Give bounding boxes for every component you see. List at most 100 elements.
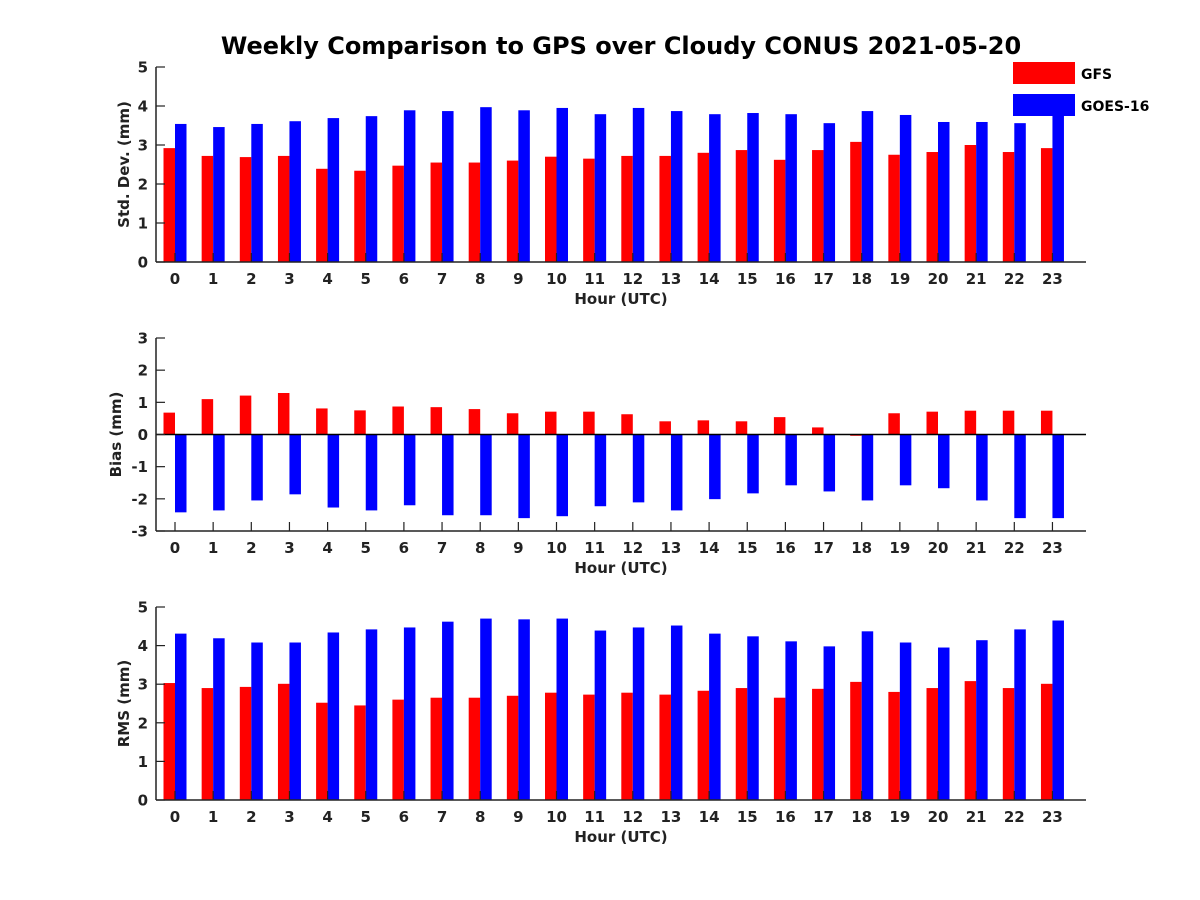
std-dev-bar-goes-16-9 [518, 110, 530, 262]
bias-bar-goes-16-18 [861, 434, 874, 501]
bias-bar-gfs-3 [277, 393, 290, 435]
bias-bar-gfs-14 [697, 420, 710, 435]
rms-bar-goes-16-8 [480, 618, 492, 800]
rms-xtick-label: 4 [322, 808, 332, 826]
std-dev-bar-gfs-0 [163, 148, 175, 262]
std-dev-xtick-label: 22 [1004, 270, 1025, 288]
rms-xtick-label: 14 [699, 808, 720, 826]
bias-xtick-label: 7 [437, 539, 447, 557]
rms-bar-gfs-12 [621, 692, 633, 800]
bias-xtick-label: 22 [1004, 539, 1025, 557]
std-dev-bar-gfs-2 [239, 157, 252, 262]
rms-bar-goes-16-23 [1052, 620, 1064, 800]
legend-label-gfs: GFS [1081, 67, 1112, 83]
std-dev-xtick-label: 0 [170, 270, 180, 288]
bias-bar-goes-16-22 [1014, 434, 1026, 519]
bias-bar-goes-16-17 [823, 434, 836, 492]
std-dev-xtick-label: 16 [775, 270, 796, 288]
std-dev-xtick-label: 18 [851, 270, 872, 288]
rms-bar-gfs-1 [201, 688, 214, 800]
bias-xtick-label: 19 [889, 539, 910, 557]
rms-xtick-label: 2 [246, 808, 256, 826]
std-dev-bar-gfs-14 [697, 152, 710, 262]
std-dev-ytick-label: 5 [138, 59, 148, 77]
rms-bar-goes-16-17 [823, 646, 836, 800]
bias-ytick-label: -2 [131, 490, 148, 508]
bias-bar-goes-16-7 [442, 434, 454, 516]
std-dev-bar-goes-16-7 [442, 111, 454, 262]
rms-bar-goes-16-0 [175, 633, 187, 800]
bias-ylabel: Bias (mm) [107, 392, 125, 478]
std-dev-ytick-label: 2 [138, 176, 148, 194]
std-dev-bar-goes-16-20 [938, 121, 950, 263]
rms-bar-goes-16-9 [518, 619, 530, 800]
std-dev-bar-gfs-3 [277, 155, 290, 262]
rms-bar-goes-16-13 [670, 625, 683, 800]
bias-bar-goes-16-14 [709, 434, 721, 500]
bias-bar-gfs-23 [1040, 410, 1053, 435]
rms-xtick-label: 0 [170, 808, 180, 826]
bias-xtick-label: 15 [737, 539, 758, 557]
std-dev-xtick-label: 11 [584, 270, 605, 288]
std-dev-xtick-label: 8 [475, 270, 485, 288]
bias-bar-goes-16-15 [747, 434, 759, 494]
rms-bar-gfs-15 [735, 688, 748, 800]
bias-bar-goes-16-5 [365, 434, 378, 511]
rms-xtick-label: 8 [475, 808, 485, 826]
rms-bar-gfs-4 [316, 702, 328, 800]
rms-bar-gfs-19 [888, 691, 900, 800]
std-dev-xtick-label: 10 [546, 270, 567, 288]
bias-bar-gfs-0 [163, 412, 175, 435]
bias-xtick-label: 11 [584, 539, 605, 557]
rms-bar-gfs-8 [468, 697, 481, 800]
rms-bar-goes-16-16 [785, 641, 797, 800]
rms-bar-goes-16-3 [289, 642, 301, 800]
rms-xtick-label: 1 [208, 808, 218, 826]
bias-ytick-label: 1 [138, 394, 148, 412]
rms-xtick-label: 3 [284, 808, 294, 826]
std-dev-bar-goes-16-16 [785, 114, 797, 262]
rms-xtick-label: 11 [584, 808, 605, 826]
rms-ytick-label: 2 [138, 714, 148, 732]
rms-bar-goes-16-2 [251, 642, 263, 800]
std-dev-xtick-label: 21 [966, 270, 987, 288]
rms-bar-gfs-6 [392, 699, 404, 800]
std-dev-bar-gfs-5 [354, 170, 366, 262]
rms-bar-gfs-20 [926, 688, 938, 800]
rms-bar-gfs-14 [697, 690, 710, 800]
std-dev-bar-gfs-1 [201, 155, 214, 262]
bias-bar-goes-16-20 [938, 434, 950, 489]
std-dev-bar-gfs-9 [506, 160, 519, 262]
std-dev-ytick-label: 1 [138, 215, 148, 233]
bias-bar-gfs-8 [468, 409, 481, 435]
std-dev-bar-goes-16-12 [632, 107, 645, 262]
rms-bar-gfs-5 [354, 705, 366, 800]
std-dev-bar-goes-16-0 [175, 123, 187, 262]
std-dev-bar-gfs-20 [926, 152, 938, 262]
rms-bar-goes-16-21 [976, 640, 988, 800]
rms-bar-goes-16-19 [899, 642, 912, 800]
bias-xtick-label: 23 [1042, 539, 1063, 557]
std-dev-xtick-label: 20 [928, 270, 949, 288]
bias-xtick-label: 20 [928, 539, 949, 557]
bias-bar-gfs-10 [545, 411, 557, 435]
std-dev-xtick-label: 2 [246, 270, 256, 288]
std-dev-bar-goes-16-17 [823, 123, 836, 262]
rms-bar-gfs-16 [773, 697, 786, 800]
std-dev-bar-gfs-15 [735, 150, 748, 262]
std-dev-bar-gfs-8 [468, 162, 481, 262]
std-dev-bar-goes-16-22 [1014, 123, 1026, 262]
std-dev-ytick-label: 3 [138, 137, 148, 155]
std-dev-series-goes-16 [175, 107, 1064, 263]
rms-xtick-label: 6 [399, 808, 409, 826]
bias-bar-gfs-21 [964, 410, 977, 435]
bias-xtick-label: 8 [475, 539, 485, 557]
rms-bar-goes-16-10 [556, 618, 568, 800]
bias-bar-gfs-2 [239, 395, 252, 435]
rms-xlabel: Hour (UTC) [574, 828, 667, 846]
rms-xtick-label: 21 [966, 808, 987, 826]
bias-ytick-label: -1 [131, 458, 148, 476]
bias-bar-gfs-11 [583, 411, 595, 435]
